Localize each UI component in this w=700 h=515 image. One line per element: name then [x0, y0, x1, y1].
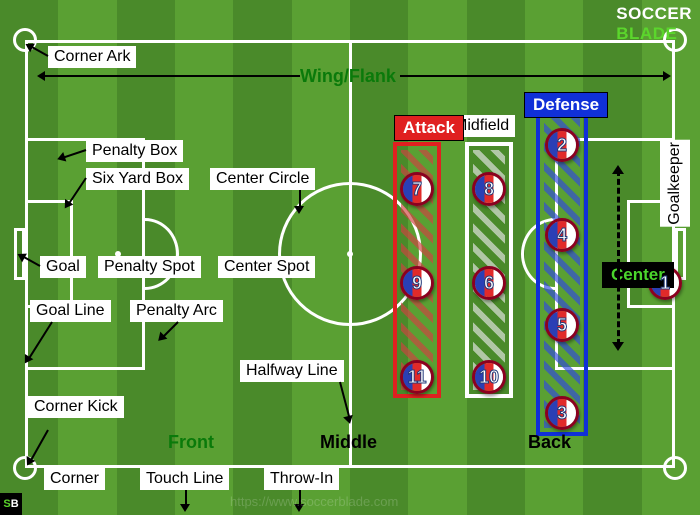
label-penalty-box: Penalty Box	[86, 140, 183, 162]
label-six-yard-box: Six Yard Box	[86, 168, 189, 190]
label-corner: Corner	[44, 468, 105, 490]
label-center-spot: Center Spot	[218, 256, 315, 278]
label-middle: Middle	[320, 432, 377, 453]
label-penalty-spot: Penalty Spot	[98, 256, 201, 278]
label-corner-ark: Corner Ark	[48, 46, 136, 68]
label-goal: Goal	[40, 256, 86, 278]
label-throw-in: Throw-In	[264, 468, 339, 490]
label-defense: Defense	[524, 92, 608, 118]
label-halfway-line: Halfway Line	[240, 360, 344, 382]
watermark: https://www.soccerblade.com	[230, 494, 398, 509]
player-6: 6	[472, 266, 506, 300]
player-3: 3	[545, 396, 579, 430]
player-2: 2	[545, 128, 579, 162]
label-attack: Attack	[394, 115, 464, 141]
player-5: 5	[545, 308, 579, 342]
label-wing-flank: Wing/Flank	[300, 66, 396, 87]
player-10: 10	[472, 360, 506, 394]
label-penalty-arc: Penalty Arc	[130, 300, 223, 322]
label-front: Front	[168, 432, 214, 453]
label-touch-line: Touch Line	[140, 468, 229, 490]
soccer-field-diagram: 7911861024531Corner ArkPenalty BoxSix Ya…	[0, 0, 700, 515]
label-corner-kick: Corner Kick	[28, 396, 124, 418]
player-4: 4	[545, 218, 579, 252]
label-goal-line: Goal Line	[30, 300, 111, 322]
label-center-circle: Center Circle	[210, 168, 315, 190]
player-8: 8	[472, 172, 506, 206]
label-goalkeeper: Goalkeeper	[660, 140, 690, 227]
sb-badge-icon: SB	[0, 493, 22, 515]
player-9: 9	[400, 266, 434, 300]
player-7: 7	[400, 172, 434, 206]
soccerblade-logo: SOCCERBLADE	[616, 4, 692, 44]
player-11: 11	[400, 360, 434, 394]
label-back: Back	[528, 432, 571, 453]
